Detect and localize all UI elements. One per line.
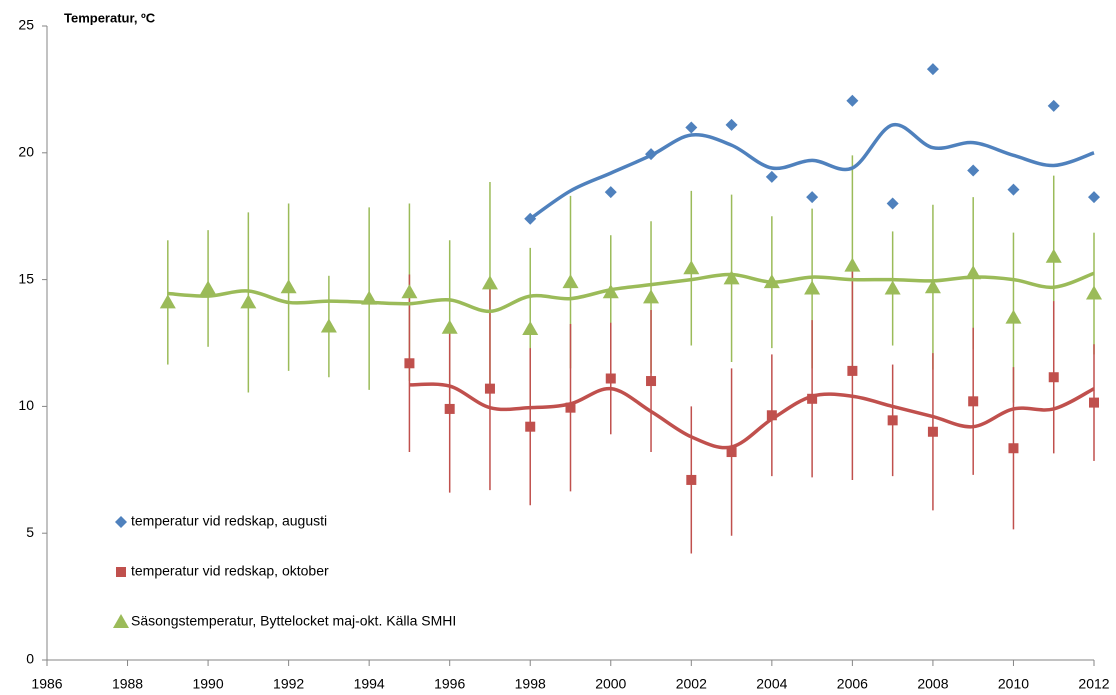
point [1045,248,1062,263]
point [1048,372,1059,383]
point [1089,397,1099,408]
y-tick-label: 25 [18,17,34,33]
point [924,279,941,294]
x-tick-label: 2006 [837,676,868,692]
legend-label: temperatur vid redskap, augusti [131,513,327,529]
x-tick-label: 2010 [998,676,1029,692]
legend-marker [113,614,129,628]
point [1086,285,1102,300]
y-tick-label: 5 [26,524,34,540]
point [844,257,861,272]
point [159,294,176,309]
point [884,280,901,295]
point [847,365,858,376]
point [927,426,938,437]
point [320,318,337,333]
x-tick-label: 1986 [31,676,62,692]
point [726,447,737,458]
point [968,396,979,407]
point [887,415,898,426]
x-tick-label: 2002 [676,676,707,692]
point [804,280,821,295]
point [565,402,576,413]
legend-marker [115,516,127,528]
x-tick-label: 1996 [434,676,465,692]
y-tick-label: 15 [18,270,34,286]
x-tick-label: 1990 [192,676,223,692]
point [1008,443,1019,454]
point [686,474,697,485]
point [522,321,539,336]
x-tick-label: 2012 [1078,676,1109,692]
point [1005,309,1022,324]
point [646,376,657,387]
y-tick-label: 0 [26,651,34,667]
y-tick-label: 20 [18,144,34,160]
point [886,197,899,210]
point [1047,99,1060,112]
point [806,191,819,204]
point [766,410,777,421]
point [723,270,740,285]
point [685,121,698,134]
point [1088,191,1100,204]
point [967,164,980,177]
point [404,358,415,369]
point [683,260,700,275]
point [765,170,778,183]
point [1007,183,1020,196]
trend-line [167,271,1095,314]
point [846,94,859,107]
point [441,319,458,334]
point [604,186,617,199]
point [725,118,738,131]
point [562,274,579,289]
point [280,279,297,294]
x-tick-label: 1994 [354,676,385,692]
point [240,294,257,309]
legend-label: Säsongstemperatur, Byttelocket maj-okt. … [131,613,456,629]
chart-title: Temperatur, ºC [64,10,156,25]
x-tick-label: 1992 [273,676,304,692]
point [643,289,660,304]
point [926,63,939,76]
point [605,373,616,384]
point [401,284,418,299]
point [444,403,455,414]
y-tick-label: 10 [18,397,34,413]
point [525,421,536,432]
trend-line [409,382,1095,450]
x-tick-label: 2008 [917,676,948,692]
x-tick-label: 1988 [112,676,143,692]
point [807,393,818,404]
point [481,275,498,290]
legend-marker [116,567,126,577]
x-tick-label: 2000 [595,676,626,692]
point [484,383,495,394]
point [200,280,217,295]
x-tick-label: 2004 [756,676,787,692]
legend-label: temperatur vid redskap, oktober [131,563,329,579]
x-tick-label: 1998 [515,676,546,692]
trend-line [529,123,1095,221]
